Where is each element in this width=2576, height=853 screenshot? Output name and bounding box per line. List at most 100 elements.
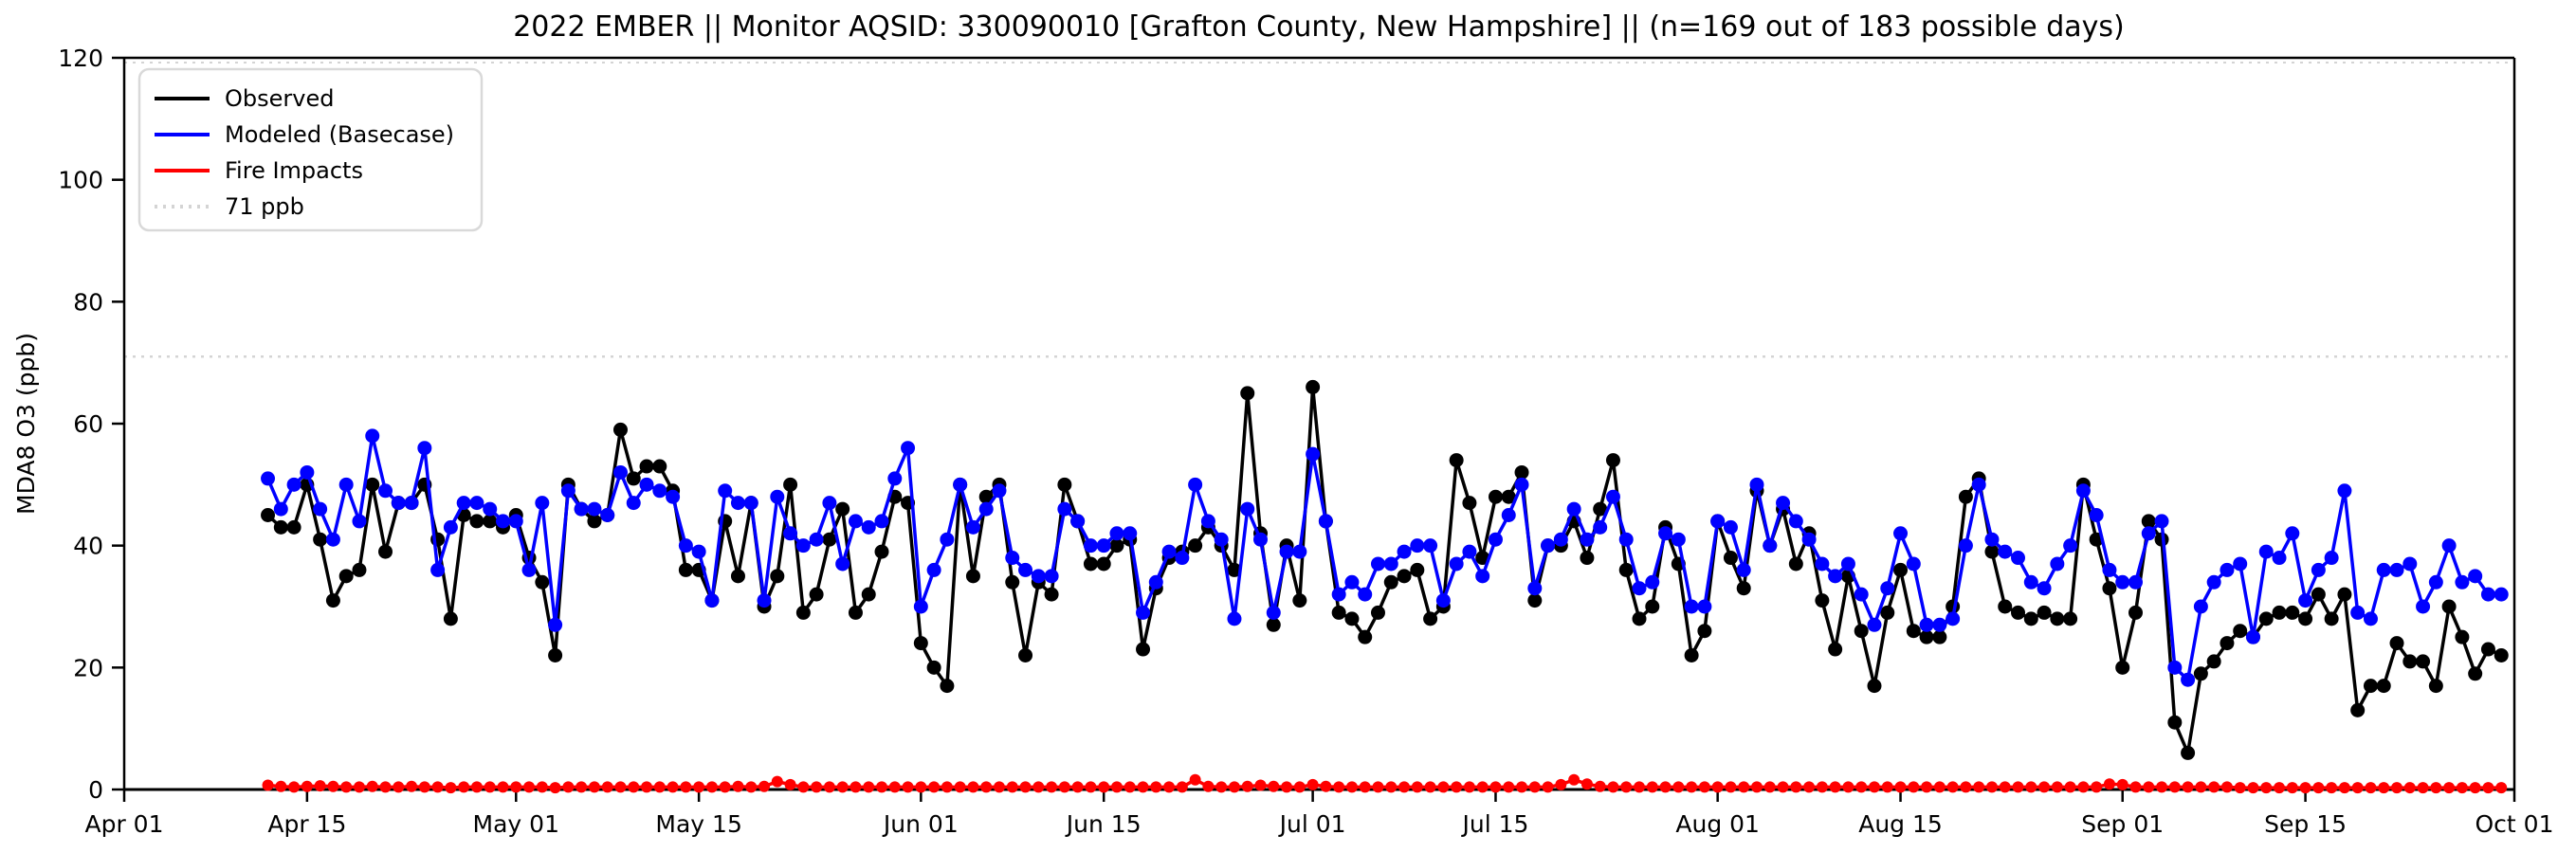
fire-impacts-point <box>470 781 483 793</box>
fire-impacts-line <box>267 777 2502 789</box>
modeled-basecase--point <box>1096 538 1111 554</box>
modeled-basecase--point <box>1710 514 1726 529</box>
y-axis-label: MDA8 O3 (ppb) <box>12 333 40 515</box>
modeled-basecase--point <box>992 483 1007 499</box>
observed-point <box>1397 569 1412 584</box>
observed-point <box>1501 489 1516 504</box>
observed-point <box>978 489 994 504</box>
modeled-basecase--point <box>365 428 380 444</box>
modeled-basecase--point <box>1618 532 1634 547</box>
fire-impacts-point <box>353 781 365 793</box>
y-axis-ticks: 0 20 40 60 80 100 120 <box>58 45 124 804</box>
modeled-basecase--point <box>1763 538 1778 554</box>
observed-point <box>2441 599 2457 614</box>
modeled-basecase--point <box>1880 581 1895 596</box>
modeled-basecase--point <box>861 519 876 535</box>
observed-point <box>770 569 785 584</box>
fire-impacts-point <box>1829 781 1841 793</box>
x-tick-label: Jun 01 <box>882 810 959 838</box>
modeled-basecase--point <box>2128 574 2143 590</box>
modeled-basecase--point <box>1998 544 2013 559</box>
fire-impacts-point <box>1816 781 1828 793</box>
modeled-basecase--point <box>548 617 563 632</box>
fire-impacts-point <box>1646 781 1658 793</box>
fire-impacts-point <box>888 781 901 793</box>
fire-impacts-point <box>2391 782 2403 794</box>
modeled-basecase--point <box>1057 501 1072 517</box>
modeled-basecase--point <box>1971 477 1986 492</box>
fire-impacts-point <box>980 781 993 793</box>
modeled-basecase--point <box>666 489 681 504</box>
fire-impacts-point <box>1398 781 1411 793</box>
modeled-basecase--point <box>496 514 511 529</box>
fire-impacts-point <box>2299 782 2311 794</box>
modeled-basecase--point <box>2089 508 2104 522</box>
fire-impacts-point <box>1855 781 1868 793</box>
modeled-basecase--point <box>874 514 889 529</box>
fire-impacts-point <box>1019 781 1032 793</box>
modeled-basecase--point <box>2298 593 2313 608</box>
modeled-basecase--point <box>1462 544 1477 559</box>
observed-point <box>1188 538 1203 554</box>
fire-impacts-point <box>758 780 771 792</box>
fire-impacts-point <box>497 781 509 793</box>
fire-impacts-point <box>836 781 849 793</box>
fire-impacts-point <box>850 781 862 793</box>
observed-point <box>2141 514 2156 529</box>
observed-point <box>2455 629 2470 644</box>
modeled-basecase--point <box>1358 587 1373 602</box>
fire-impacts-point <box>2234 782 2246 794</box>
observed-point <box>2389 636 2404 651</box>
modeled-basecase--point <box>730 496 745 511</box>
fire-impacts-point <box>1946 781 1959 793</box>
modeled-basecase--point <box>1253 532 1269 547</box>
observed-point <box>365 477 380 492</box>
observed-point <box>2480 642 2495 657</box>
modeled-basecase--point <box>2206 574 2221 590</box>
modeled-basecase--point <box>1932 617 1947 632</box>
observed-point <box>913 636 928 651</box>
observed-point <box>2220 636 2235 651</box>
fire-impacts-point <box>1985 781 1998 793</box>
fire-impacts-point <box>1999 781 2011 793</box>
observed-point <box>1044 587 1059 602</box>
fire-impacts-point <box>823 781 835 793</box>
observed-point <box>1593 501 1608 517</box>
modeled-basecase--point <box>2115 574 2130 590</box>
observed-point <box>2115 660 2130 675</box>
observed-point <box>1645 599 1660 614</box>
observed-point <box>483 514 498 529</box>
observed-point <box>2193 666 2208 681</box>
modeled-basecase--point <box>2389 562 2404 577</box>
observed-point <box>809 587 824 602</box>
observed-point <box>1018 647 1033 662</box>
fire-impacts-point <box>575 781 588 793</box>
fire-impacts-point <box>1620 781 1633 793</box>
x-tick-label: Jul 15 <box>1461 810 1529 838</box>
observed-point <box>338 569 354 584</box>
observed-point <box>874 544 889 559</box>
fire-impacts-point <box>2051 781 2063 793</box>
observed-point <box>2376 679 2391 694</box>
modeled-basecase--point <box>1541 538 1556 554</box>
modeled-basecase--point <box>417 441 432 456</box>
fire-impacts-point <box>1803 781 1816 793</box>
fire-impacts-point <box>1281 781 1293 793</box>
fire-impacts-point <box>1268 780 1280 792</box>
x-tick-label: Aug 01 <box>1675 810 1760 838</box>
modeled-basecase--point <box>822 496 837 511</box>
fire-impacts-point <box>2116 778 2128 790</box>
fire-impacts-point <box>484 781 496 793</box>
fire-impacts-point <box>1098 781 1110 793</box>
observed-point <box>2311 587 2326 602</box>
fire-impacts-point <box>1437 781 1450 793</box>
modeled-basecase--point <box>469 496 484 511</box>
fire-impacts-point <box>653 781 666 793</box>
fire-impacts-point <box>1176 781 1188 793</box>
fire-impacts-point <box>2195 781 2207 793</box>
chart-title: 2022 EMBER || Monitor AQSID: 330090010 [… <box>513 10 2125 44</box>
fire-impacts-point <box>915 781 927 793</box>
x-tick-label: May 15 <box>655 810 741 838</box>
observed-point <box>286 519 301 535</box>
fire-impacts-point <box>693 781 705 793</box>
